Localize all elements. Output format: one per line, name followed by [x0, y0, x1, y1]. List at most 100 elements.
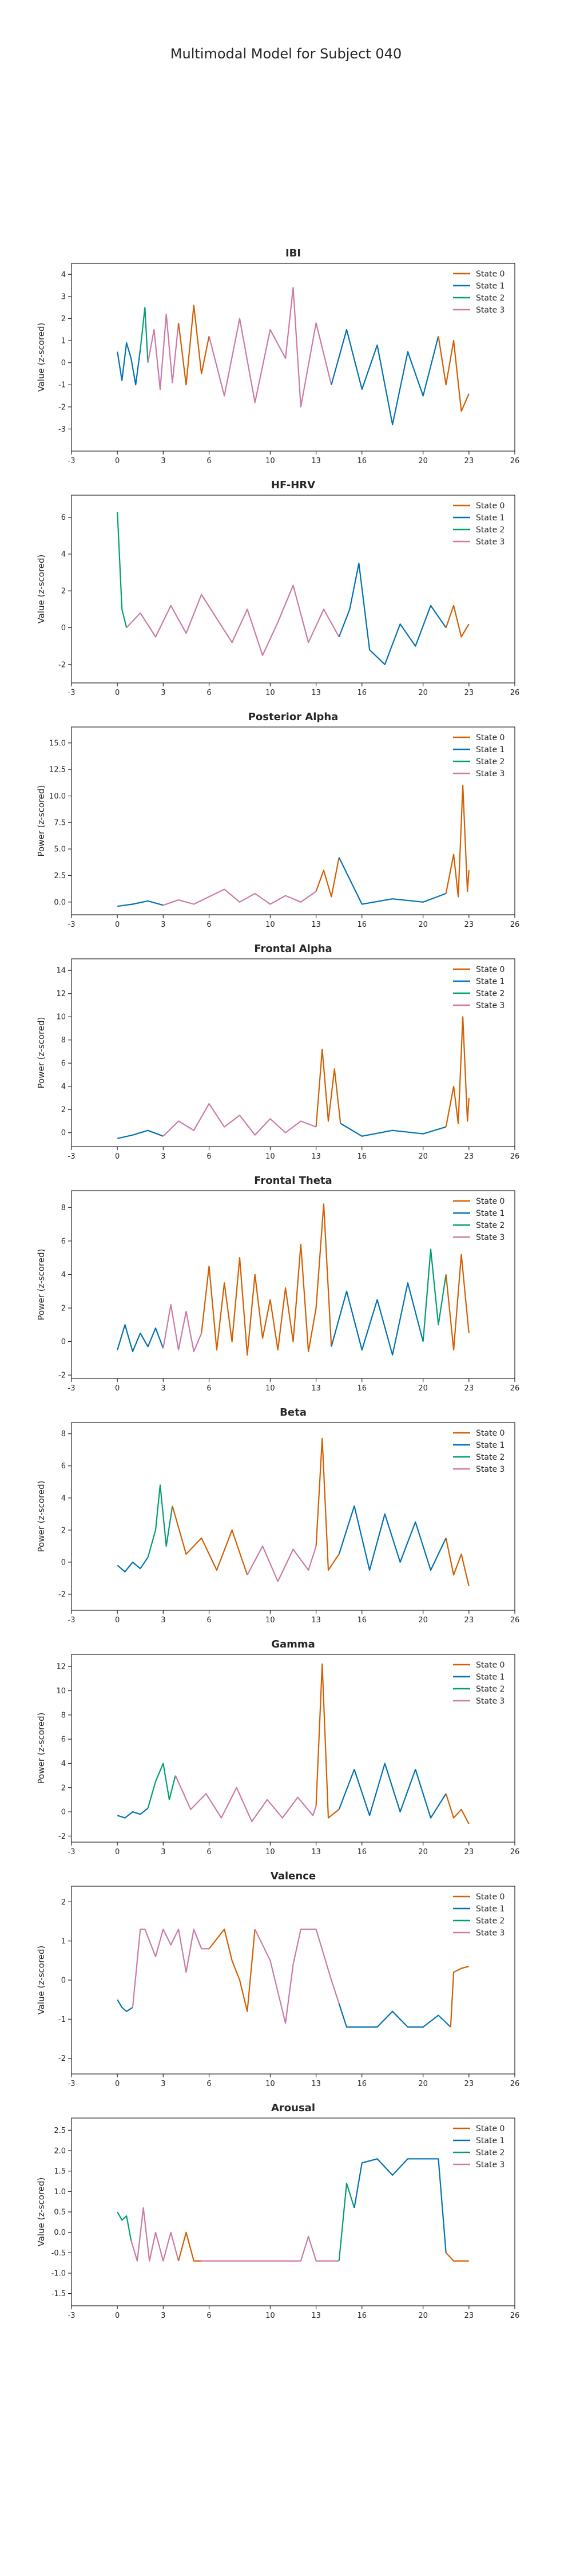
y-tick-label: -2	[58, 1590, 66, 1599]
legend-label-state-1: State 1	[476, 2136, 505, 2146]
panel-title: HF-HRV	[271, 479, 315, 491]
series-line-state-3	[162, 1304, 202, 1353]
x-tick-label: 3	[161, 689, 165, 697]
series-line-state-3	[162, 888, 317, 906]
plot-frame	[71, 1190, 515, 1379]
y-tick-label: 0	[61, 1129, 66, 1137]
x-tick-label: 3	[161, 2080, 165, 2088]
series-line-state-3	[208, 287, 332, 408]
series-line-state-0	[445, 784, 470, 898]
legend-label-state-3: State 3	[476, 1929, 505, 1938]
y-tick-label: 2	[61, 1526, 66, 1535]
legend: State 0 State 1 State 2 State 3	[453, 2124, 505, 2170]
series-line-state-1	[353, 2158, 447, 2253]
legend: State 0 State 1 State 2 State 3	[453, 1197, 505, 1242]
y-tick-label: 0	[61, 624, 66, 633]
x-tick-label: 20	[418, 2080, 428, 2088]
legend: State 0 State 1 State 2 State 3	[453, 270, 505, 315]
legend-label-state-2: State 2	[476, 989, 505, 998]
x-tick-label: 13	[311, 1384, 321, 1393]
y-tick-label: 4	[61, 1271, 66, 1279]
y-tick-label: -2	[58, 2055, 66, 2063]
y-tick-label: 0	[61, 1338, 66, 1346]
y-tick-label: 0	[61, 1977, 66, 1985]
legend-label-state-0: State 0	[476, 1661, 505, 1670]
chart-panel-gamma: Gamma -3 0 3 6 10 13 16 20 23 26 -2 0 2 4 6 8 10 12 Power (…	[0, 1626, 572, 1858]
legend: State 0 State 1 State 2 State 3	[453, 1893, 505, 1938]
series-line-state-2	[422, 1249, 447, 1342]
series-line-state-0	[208, 1929, 256, 2012]
y-tick-label: 0	[61, 359, 66, 368]
series-line-state-0	[445, 2252, 469, 2262]
x-tick-label: 3	[161, 1152, 165, 1161]
x-tick-label: 0	[115, 2080, 120, 2088]
legend-label-state-0: State 0	[476, 270, 505, 279]
x-tick-label: -3	[68, 1384, 76, 1393]
x-tick-label: 10	[265, 2312, 275, 2320]
y-axis-label: Power (z-scored)	[36, 1481, 46, 1552]
y-axis-label: Power (z-scored)	[36, 1713, 46, 1784]
y-tick-label: 4	[61, 1082, 66, 1091]
series-line-state-3	[174, 1775, 317, 1823]
y-tick-label: -1	[58, 381, 66, 390]
series-line-state-0	[315, 1048, 341, 1127]
series-line-state-3	[147, 313, 180, 390]
x-tick-label: 23	[464, 2312, 474, 2320]
x-tick-label: 16	[357, 2312, 367, 2320]
y-axis-label: Power (z-scored)	[36, 785, 46, 857]
series-line-state-0	[201, 1203, 332, 1356]
x-tick-label: 26	[510, 689, 520, 697]
series-line-state-1	[338, 1505, 447, 1571]
y-tick-label: -2	[58, 1372, 66, 1380]
legend-label-state-3: State 3	[476, 1233, 505, 1242]
y-tick-label: -1.5	[51, 2290, 66, 2298]
y-tick-label: 14	[56, 967, 66, 975]
series-line-state-1	[338, 857, 447, 905]
legend: State 0 State 1 State 2 State 3	[453, 501, 505, 547]
series-line-state-0	[445, 1254, 470, 1351]
y-tick-label: 2.0	[54, 2147, 66, 2156]
x-tick-label: 6	[206, 1152, 211, 1161]
panel-title: Gamma	[271, 1638, 315, 1650]
x-tick-label: 20	[418, 1616, 428, 1625]
legend-label-state-1: State 1	[476, 745, 505, 754]
x-tick-label: 0	[115, 2312, 120, 2320]
x-tick-label: -3	[68, 457, 76, 465]
series-line-state-2	[147, 1763, 176, 1809]
chart-svg-arousal: Arousal -3 0 3 6 10 13 16 20 23 26 -1.5 -1.0 -0.5 0.0 0…	[36, 2102, 519, 2320]
legend: State 0 State 1 State 2 State 3	[453, 1661, 505, 1706]
x-tick-label: 0	[115, 689, 120, 697]
y-tick-label: 0.5	[54, 2208, 66, 2217]
y-tick-label: 1	[61, 337, 66, 346]
legend-label-state-3: State 3	[476, 769, 505, 779]
y-tick-label: 8	[61, 1711, 66, 1720]
chart-svg-hf-hrv: HF-HRV -3 0 3 6 10 13 16 20 23 26 -2 0 2 4 6 Value (z-sc…	[36, 479, 520, 697]
legend-label-state-3: State 3	[476, 2160, 505, 2170]
x-tick-label: 26	[510, 1616, 520, 1625]
chart-svg-valence: Valence -3 0 3 6 10 13 16 20 23 26 -2 -1 0 1 2 Value (z-…	[36, 1870, 519, 2088]
x-tick-label: 10	[265, 1152, 275, 1161]
y-tick-label: -2	[58, 403, 66, 412]
legend-label-state-2: State 2	[476, 1685, 505, 1694]
legend-label-state-3: State 3	[476, 306, 505, 315]
series-line-state-0	[315, 1437, 340, 1571]
x-tick-label: 13	[311, 689, 321, 697]
x-tick-label: -3	[68, 1848, 76, 1856]
y-tick-label: 6	[61, 1462, 66, 1471]
series-line-state-1	[117, 1807, 149, 1819]
x-tick-label: 16	[357, 1616, 367, 1625]
x-tick-label: 20	[418, 689, 428, 697]
series-line-state-1	[340, 1123, 447, 1137]
series-line-state-1	[117, 1999, 133, 2012]
x-tick-label: 20	[418, 1152, 428, 1161]
x-tick-label: 3	[161, 1848, 165, 1856]
series-line-state-1	[117, 342, 141, 386]
panel-title: Beta	[280, 1406, 307, 1419]
x-tick-label: 10	[265, 1848, 275, 1856]
y-tick-label: 8	[61, 1430, 66, 1439]
legend-label-state-2: State 2	[476, 2148, 505, 2158]
x-tick-label: 26	[510, 1384, 520, 1393]
x-tick-label: -3	[68, 920, 76, 929]
legend: State 0 State 1 State 2 State 3	[453, 965, 505, 1010]
x-tick-label: 16	[357, 689, 367, 697]
